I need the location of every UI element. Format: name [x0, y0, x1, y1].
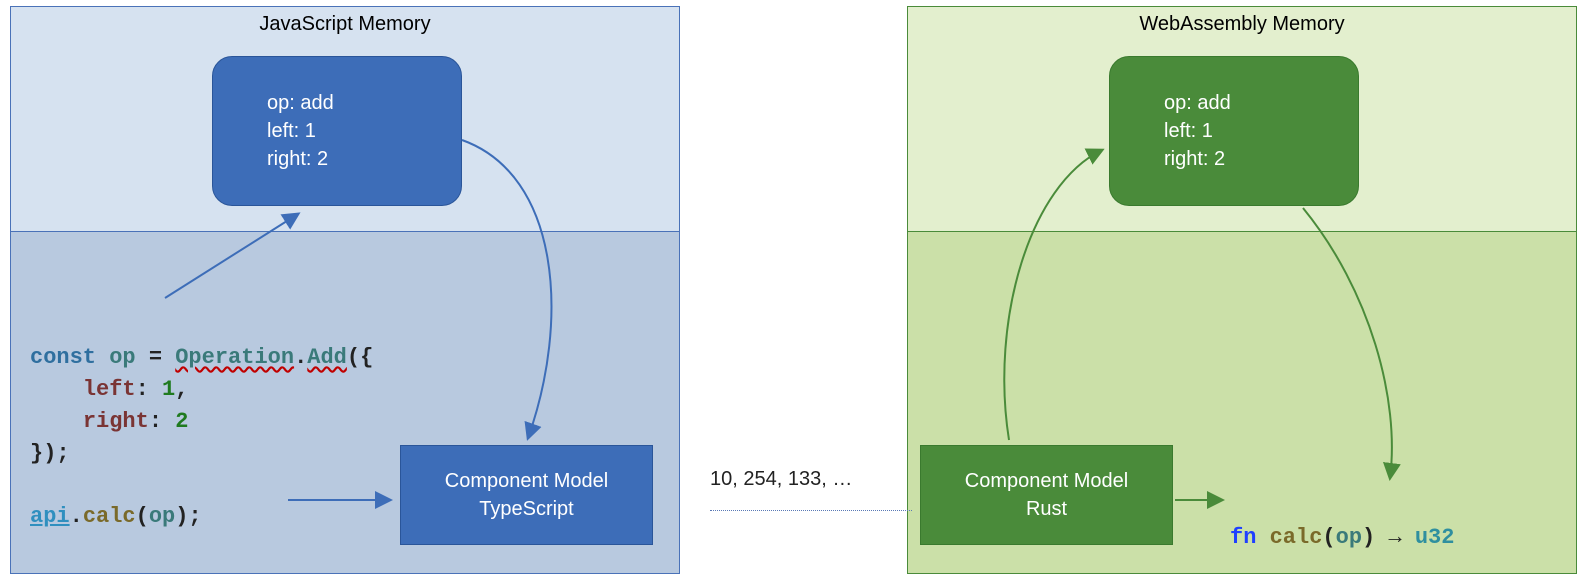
tok-p1-r: (: [1322, 525, 1335, 550]
wasm-title: WebAssembly Memory: [1139, 13, 1344, 35]
js-title: JavaScript Memory: [259, 13, 430, 35]
tok-v2: 2: [175, 409, 188, 434]
tok-v1: 1: [162, 377, 175, 402]
js-data-line3: right: 2: [267, 145, 461, 173]
tok-left: left: [83, 377, 136, 402]
tok-const: const: [30, 345, 96, 370]
wasm-data-box: op: add left: 1 right: 2: [1109, 56, 1359, 206]
tok-c1: :: [136, 377, 149, 402]
js-model-box: Component Model TypeScript: [400, 445, 653, 545]
js-code: const op = Operation.Add({ left: 1, righ…: [30, 310, 373, 533]
js-data-line1: op: add: [267, 89, 461, 117]
tok-add: Add: [307, 345, 347, 370]
tok-comma: ,: [175, 377, 188, 402]
tok-dot1: .: [294, 345, 307, 370]
tok-close: });: [30, 441, 70, 466]
wire-dotted-line: [710, 510, 912, 511]
js-model-line1: Component Model: [445, 467, 608, 495]
js-data-box: op: add left: 1 right: 2: [212, 56, 462, 206]
tok-eq: =: [149, 345, 162, 370]
tok-calc: calc: [83, 504, 136, 529]
tok-arg-r: op: [1336, 525, 1362, 550]
tok-api: api: [30, 504, 70, 529]
tok-p2-r: ): [1362, 525, 1375, 550]
tok-arrow-r: →: [1388, 525, 1401, 550]
wasm-model-line1: Component Model: [965, 467, 1128, 495]
wasm-data-line2: left: 1: [1164, 117, 1358, 145]
wasm-data-line3: right: 2: [1164, 145, 1358, 173]
tok-op: op: [109, 345, 135, 370]
js-model-line2: TypeScript: [479, 495, 573, 523]
wasm-code: fn calc(op) → u32: [1230, 490, 1454, 554]
js-data-line2: left: 1: [267, 117, 461, 145]
wasm-model-line2: Rust: [1026, 495, 1067, 523]
tok-fn: fn: [1230, 525, 1256, 550]
tok-arg: op: [149, 504, 175, 529]
tok-p2: );: [175, 504, 201, 529]
tok-p1: (: [136, 504, 149, 529]
tok-right: right: [83, 409, 149, 434]
tok-c2: :: [149, 409, 162, 434]
tok-dot2: .: [70, 504, 83, 529]
wasm-model-box: Component Model Rust: [920, 445, 1173, 545]
tok-ret-r: u32: [1415, 525, 1455, 550]
wasm-data-line1: op: add: [1164, 89, 1358, 117]
wire-bytes-label: 10, 254, 133, …: [710, 468, 852, 491]
tok-calc-r: calc: [1270, 525, 1323, 550]
tok-operation: Operation: [175, 345, 294, 370]
tok-open: ({: [347, 345, 373, 370]
